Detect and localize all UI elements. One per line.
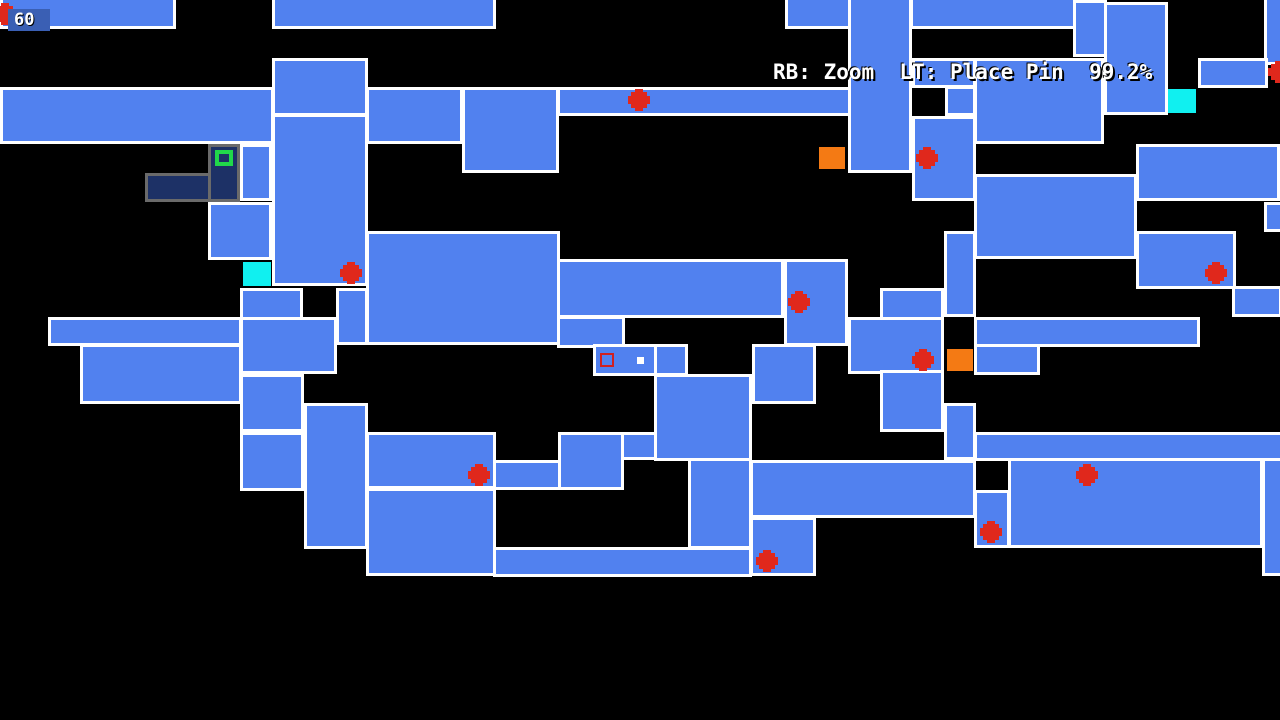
map-room <box>974 317 1200 347</box>
red-cross-marker-icon <box>912 349 934 371</box>
map-room <box>48 317 242 346</box>
cyan-square-marker-icon <box>1168 89 1196 113</box>
map-room <box>558 432 624 490</box>
completion-percent: 99.2% <box>1089 60 1153 84</box>
fps-counter: 60 <box>8 9 50 31</box>
red-cross-marker-icon <box>628 89 650 111</box>
red-cross-marker-icon <box>340 262 362 284</box>
map-room <box>1264 0 1280 65</box>
map-room <box>557 316 625 348</box>
orange-square-marker-icon <box>819 147 845 169</box>
map-room <box>750 460 976 518</box>
map-room <box>0 87 274 144</box>
map-room <box>80 344 242 404</box>
map-room <box>688 458 752 549</box>
white-dot-icon <box>637 357 644 364</box>
map-room <box>336 288 368 345</box>
red-cross-marker-icon <box>916 147 938 169</box>
map-room <box>974 344 1040 375</box>
map-room <box>208 202 272 260</box>
map-room <box>366 231 560 345</box>
map-room <box>1264 202 1280 232</box>
map-room <box>974 174 1137 259</box>
map-room <box>910 0 1103 29</box>
map-room <box>366 87 463 144</box>
map-room <box>1104 2 1168 115</box>
map-room <box>557 259 784 318</box>
map-room <box>366 488 496 576</box>
map-room <box>944 231 976 317</box>
map-room <box>621 432 657 460</box>
map-room <box>1008 458 1263 548</box>
map-room <box>654 374 752 461</box>
red-cross-marker-icon <box>980 521 1002 543</box>
map-room <box>1073 0 1107 57</box>
pin-marker-icon <box>600 353 614 367</box>
controls-hint: RB: Zoom LT: Place Pin <box>773 60 1064 84</box>
red-cross-marker-icon <box>756 550 778 572</box>
map-room <box>1262 458 1280 576</box>
map-room <box>240 144 272 201</box>
map-room <box>752 344 816 404</box>
map-room <box>848 0 912 173</box>
map-room <box>785 0 851 29</box>
map-room <box>240 374 304 432</box>
map-room <box>974 432 1280 461</box>
map-room <box>654 344 688 376</box>
orange-square-marker-icon <box>947 349 973 371</box>
red-cross-marker-icon <box>788 291 810 313</box>
map-room <box>272 58 368 116</box>
hud-hint: RB: Zoom LT: Place Pin 99.2% <box>773 60 1152 84</box>
map-room <box>493 547 752 577</box>
map-room <box>1198 58 1268 88</box>
map-room <box>945 86 976 116</box>
map-room <box>944 403 976 460</box>
map-room <box>272 114 368 286</box>
map-room <box>1232 286 1280 317</box>
map-room <box>240 317 337 374</box>
map-room <box>1136 144 1280 201</box>
map-room <box>462 87 559 173</box>
map-room <box>557 87 851 116</box>
red-cross-marker-icon <box>1205 262 1227 284</box>
map-room <box>880 370 944 432</box>
map-room <box>304 403 368 549</box>
map-room <box>493 460 561 490</box>
player-position-icon <box>215 150 233 166</box>
red-cross-marker-icon <box>1076 464 1098 486</box>
map-room <box>974 58 1104 144</box>
red-cross-marker-icon <box>468 464 490 486</box>
map-room <box>240 432 304 491</box>
map-room <box>272 0 496 29</box>
red-cross-marker-icon <box>1268 61 1280 83</box>
cyan-square-marker-icon <box>243 262 271 286</box>
